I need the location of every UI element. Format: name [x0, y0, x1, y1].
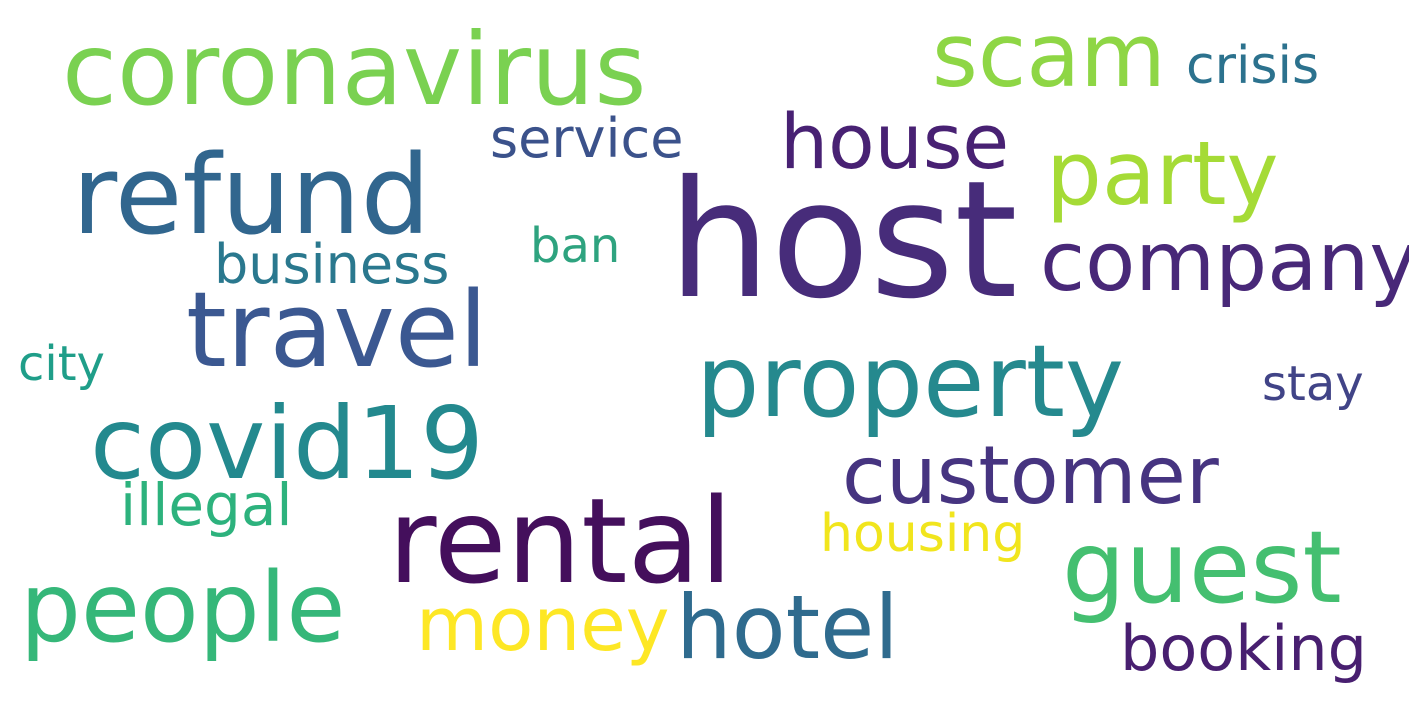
word-guest: guest	[1062, 509, 1342, 626]
word-travel: travel	[186, 269, 488, 391]
word-house: house	[780, 97, 1010, 186]
word-housing: housing	[820, 504, 1026, 564]
word-money: money	[416, 582, 670, 668]
word-business: business	[214, 233, 450, 296]
word-crisis: crisis	[1186, 36, 1320, 96]
word-city: city	[18, 336, 105, 392]
word-stay: stay	[1262, 356, 1364, 412]
word-company: company	[1040, 215, 1409, 310]
word-people: people	[20, 552, 346, 664]
word-party: party	[1046, 122, 1279, 225]
word-illegal: illegal	[120, 471, 293, 539]
word-coronavirus: coronavirus	[62, 11, 647, 128]
word-host: host	[668, 147, 1018, 335]
word-covid19: covid19	[90, 385, 484, 502]
word-hotel: hotel	[676, 576, 899, 679]
word-refund: refund	[72, 131, 431, 259]
word-service: service	[490, 107, 684, 170]
word-customer: customer	[842, 429, 1219, 522]
word-property: property	[696, 323, 1125, 440]
word-ban: ban	[530, 218, 621, 274]
word-rental: rental	[388, 472, 733, 610]
word-booking: booking	[1120, 612, 1368, 685]
word-scam: scam	[932, 4, 1166, 107]
